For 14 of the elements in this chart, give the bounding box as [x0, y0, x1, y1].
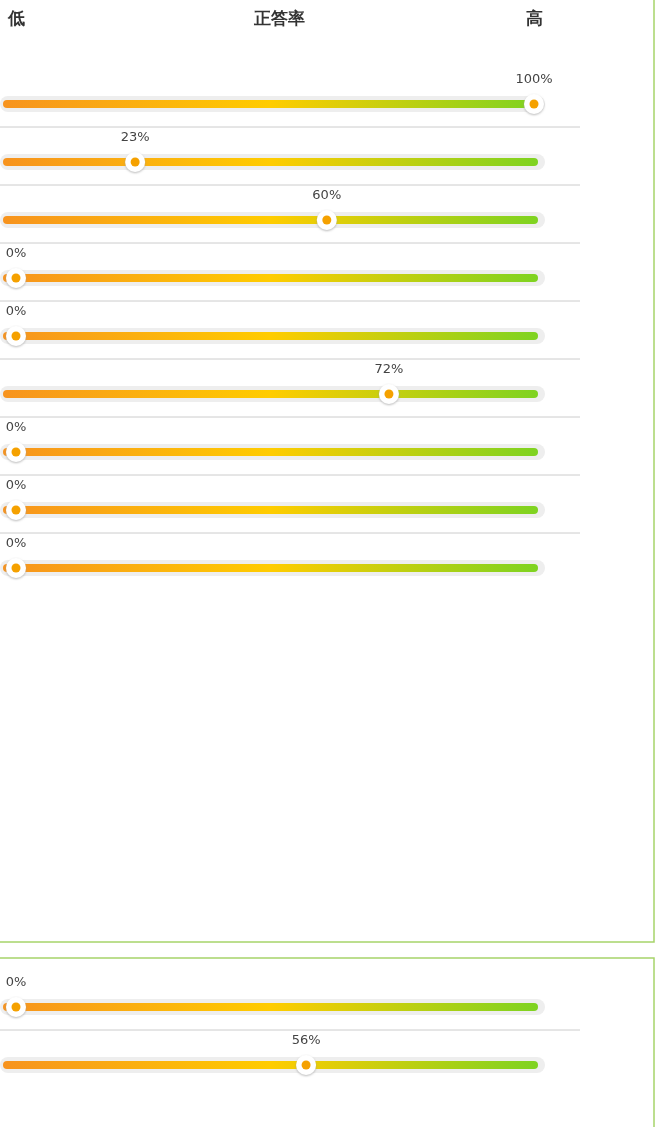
text: 正答率 — [252, 8, 305, 28]
text: 高 — [525, 8, 543, 28]
data-label: 0% — [5, 303, 27, 318]
data-label: 0% — [5, 974, 27, 989]
data-label: 100% — [515, 71, 553, 86]
data-label: 0% — [5, 419, 27, 434]
data-label: 23% — [120, 129, 150, 144]
data-label: 72% — [374, 361, 404, 376]
text: 低 — [6, 8, 25, 28]
data-label: 0% — [5, 535, 27, 550]
data-label: 0% — [5, 245, 27, 260]
data-label: 60% — [312, 187, 342, 202]
data-label: 0% — [5, 477, 27, 492]
data-label: 56% — [291, 1032, 321, 1047]
